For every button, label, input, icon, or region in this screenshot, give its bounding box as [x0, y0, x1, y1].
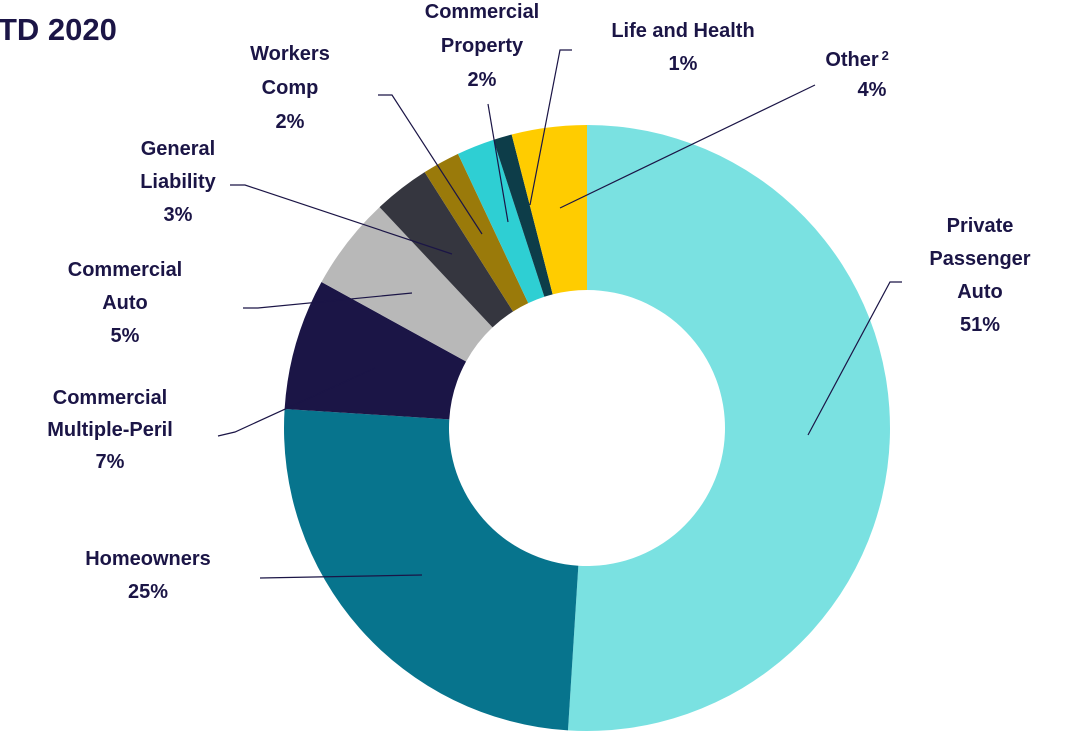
donut-slice	[567, 125, 891, 731]
category-label: Homeowners	[85, 548, 211, 570]
value-label: 2%	[276, 111, 305, 133]
category-label: Other	[825, 49, 879, 71]
value-label: 1%	[669, 53, 698, 75]
value-label: 51%	[960, 314, 1000, 336]
donut-slice	[284, 282, 467, 420]
leader-line	[529, 49, 572, 206]
donut-slice	[511, 125, 587, 295]
donut-slice	[321, 207, 493, 362]
donut-slice	[379, 172, 514, 328]
leader-line	[217, 367, 376, 437]
leader-line	[559, 84, 816, 209]
value-label: 4%	[858, 79, 887, 101]
category-label: Commercial Property	[425, 1, 540, 57]
category-label: Commercial Auto	[68, 259, 183, 314]
category-label: Life and Health	[611, 20, 754, 42]
leader-line	[487, 103, 509, 223]
value-label: 7%	[96, 451, 125, 473]
leader-line	[378, 94, 483, 235]
category-label: Workers Comp	[250, 43, 330, 99]
leader-line	[230, 184, 453, 255]
value-label: 3%	[164, 204, 193, 226]
leader-line	[243, 292, 413, 309]
leader-line	[807, 281, 902, 436]
category-label: Commercial Multiple-Peril	[47, 387, 173, 441]
footnote-marker: 2	[882, 48, 889, 63]
value-label: 25%	[128, 581, 168, 603]
donut-slice	[493, 134, 553, 297]
donut-slice	[283, 408, 579, 731]
value-label: 2%	[468, 69, 497, 91]
chart-title: TD 2020	[0, 12, 117, 47]
value-label: 5%	[111, 325, 140, 347]
category-label: Private Passenger Auto	[929, 215, 1030, 303]
leader-line	[259, 574, 423, 579]
donut-slice	[424, 153, 529, 312]
donut-slice	[457, 139, 545, 304]
category-label: General Liability	[140, 138, 216, 193]
